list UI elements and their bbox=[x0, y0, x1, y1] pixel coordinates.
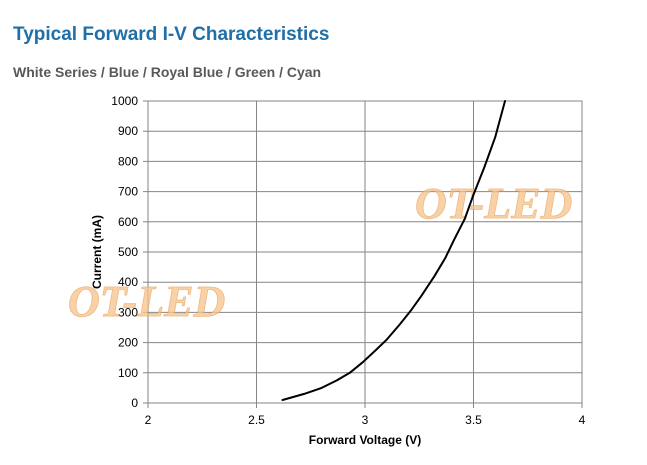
iv-curve-line bbox=[281, 100, 506, 401]
watermark-right: OT-LED bbox=[415, 179, 572, 228]
y-tick-label: 800 bbox=[118, 154, 138, 168]
y-tick-label: 600 bbox=[118, 215, 138, 229]
y-tick-label: 200 bbox=[118, 336, 138, 350]
y-tick-label: 100 bbox=[118, 366, 138, 380]
x-tick-label: 2.5 bbox=[248, 413, 265, 427]
x-tick-label: 2 bbox=[145, 413, 152, 427]
y-tick-label: 1000 bbox=[111, 94, 138, 108]
y-tick-label: 400 bbox=[118, 275, 138, 289]
y-tick-label: 700 bbox=[118, 185, 138, 199]
watermark-left: OT-LED bbox=[68, 277, 225, 326]
x-tick-labels: 2 2.5 3 3.5 4 bbox=[145, 413, 586, 427]
page-title: Typical Forward I-V Characteristics bbox=[13, 24, 330, 45]
plot-area bbox=[147, 100, 583, 404]
y-tick-label: 900 bbox=[118, 124, 138, 138]
x-axis-label: Forward Voltage (V) bbox=[309, 433, 421, 447]
y-tick-label: 300 bbox=[118, 305, 138, 319]
y-tick-label: 0 bbox=[131, 396, 138, 410]
x-tick-label: 3 bbox=[362, 413, 369, 427]
y-tick-label: 500 bbox=[118, 245, 138, 259]
y-axis-label: Current (mA) bbox=[90, 215, 104, 289]
x-tick-label: 3.5 bbox=[465, 413, 482, 427]
page-subtitle: White Series / Blue / Royal Blue / Green… bbox=[13, 64, 322, 80]
x-tick-label: 4 bbox=[579, 413, 586, 427]
y-tick-labels: 0 100 200 300 400 500 600 700 800 900 1000 bbox=[111, 94, 138, 410]
